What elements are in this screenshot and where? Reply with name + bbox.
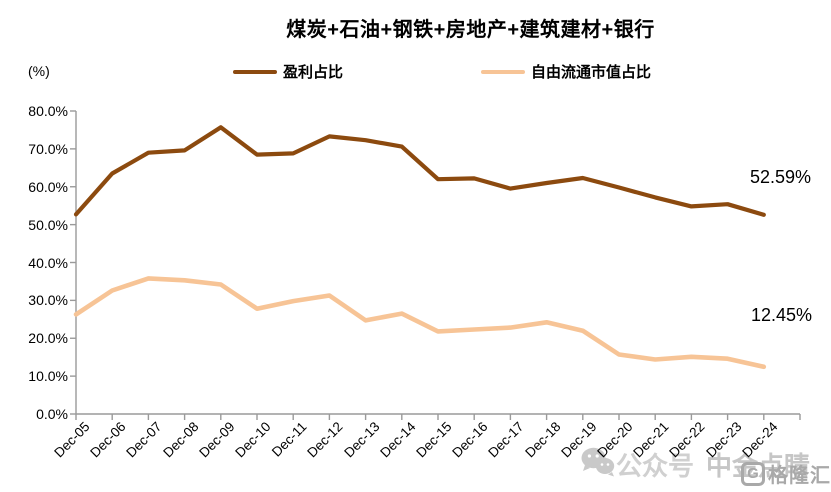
legend-swatch-market-cap-share-icon: [481, 69, 526, 74]
legend-label-market-cap-share: 自由流通市值占比: [531, 64, 652, 81]
chart-title: 煤炭+石油+钢铁+房地产+建筑建材+银行: [286, 19, 655, 41]
market-cap-share-line: [73, 276, 767, 370]
wechat-icon: [581, 447, 615, 477]
profit-share-line: [73, 125, 766, 217]
legend-swatch-profit-share-icon: [233, 69, 277, 74]
y-axis-unit-label: (%): [28, 63, 50, 79]
legend-item-market-cap-share: 自由流通市值占比: [481, 61, 651, 82]
gelonghui-logo-text: 格隆汇: [768, 465, 831, 487]
gelonghui-logo: G 格隆汇: [741, 459, 831, 488]
legend-label-profit-share: 盈利占比: [283, 64, 344, 81]
watermark-account-name: 中金点睛: [706, 451, 811, 481]
gelonghui-logo-icon: G: [741, 461, 765, 486]
legend-item-profit-share: 盈利占比: [233, 61, 343, 82]
legend: 盈利占比 自由流通市值占比: [233, 61, 651, 82]
watermark-prefix: 公众号: [616, 451, 695, 481]
